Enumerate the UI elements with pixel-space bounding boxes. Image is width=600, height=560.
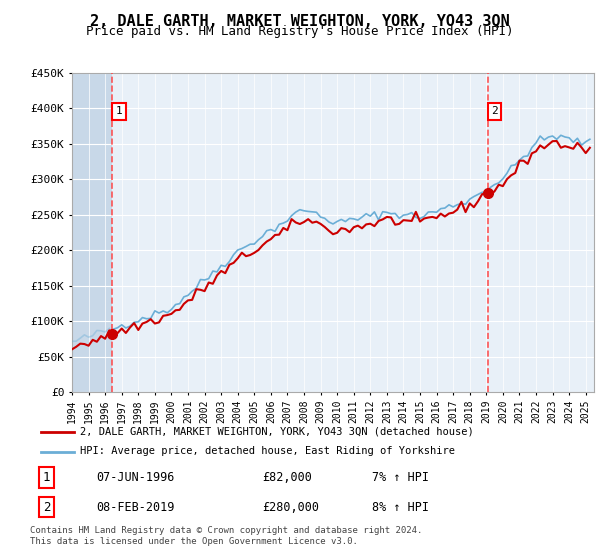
Bar [72,73,112,392]
Text: 8% ↑ HPI: 8% ↑ HPI [372,501,429,514]
Text: 7% ↑ HPI: 7% ↑ HPI [372,471,429,484]
Text: £82,000: £82,000 [262,471,312,484]
Text: HPI: Average price, detached house, East Riding of Yorkshire: HPI: Average price, detached house, East… [80,446,455,456]
Text: Contains HM Land Registry data © Crown copyright and database right 2024.
This d: Contains HM Land Registry data © Crown c… [30,526,422,546]
Text: 1: 1 [116,106,122,116]
Text: 07-JUN-1996: 07-JUN-1996 [96,471,175,484]
Text: 08-FEB-2019: 08-FEB-2019 [96,501,175,514]
Text: Price paid vs. HM Land Registry's House Price Index (HPI): Price paid vs. HM Land Registry's House … [86,25,514,38]
Text: 2, DALE GARTH, MARKET WEIGHTON, YORK, YO43 3QN (detached house): 2, DALE GARTH, MARKET WEIGHTON, YORK, YO… [80,427,473,437]
Text: 2, DALE GARTH, MARKET WEIGHTON, YORK, YO43 3QN: 2, DALE GARTH, MARKET WEIGHTON, YORK, YO… [90,14,510,29]
Text: 1: 1 [43,471,50,484]
Text: £280,000: £280,000 [262,501,319,514]
Text: 2: 2 [491,106,498,116]
Text: 2: 2 [43,501,50,514]
